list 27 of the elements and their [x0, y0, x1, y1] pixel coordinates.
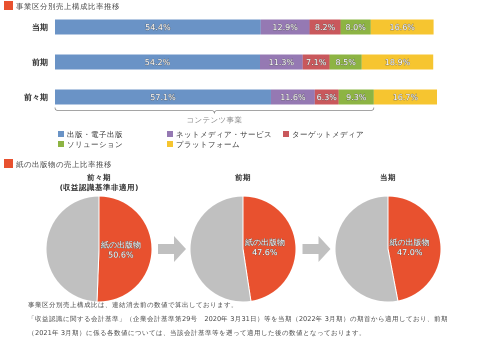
data-label: 6.3% [316, 93, 338, 102]
data-label: 57.1% [150, 93, 176, 102]
data-label: 8.2% [314, 23, 336, 32]
data-label: 16.6% [389, 23, 416, 32]
data-label: 16.7% [392, 93, 419, 102]
slice-label: 紙の出版物 [244, 238, 285, 248]
y-tick-label: 当期 [32, 23, 48, 32]
data-label: 8.0% [346, 23, 366, 32]
data-label: 9.3% [346, 93, 367, 102]
data-label: 47.0% [397, 248, 423, 257]
y-tick-label: 前々期 [23, 93, 48, 102]
data-label: 11.6% [280, 93, 306, 102]
data-label: 11.3% [268, 58, 294, 67]
data-label: 50.6% [108, 250, 134, 260]
data-label: 18.9% [384, 58, 411, 67]
bar [55, 20, 261, 34]
bar [55, 90, 271, 104]
data-label: 12.9% [272, 23, 298, 32]
y-tick-label: 前期 [31, 58, 48, 67]
slice-label: 紙の出版物 [100, 240, 141, 250]
slice-label: 紙の出版物 [390, 238, 430, 247]
bar [55, 54, 260, 70]
data-label: 8.5% [335, 58, 356, 67]
data-label: 47.6% [252, 248, 278, 258]
data-label: 54.4% [145, 23, 171, 32]
data-label: 54.2% [144, 58, 171, 67]
data-label: 7.1% [306, 58, 327, 67]
